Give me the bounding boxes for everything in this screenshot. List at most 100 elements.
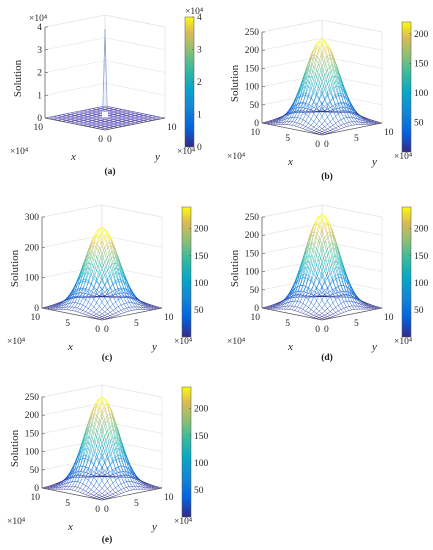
panel-caption: (e) <box>102 534 113 545</box>
x-axis <box>41 487 103 501</box>
x-tick-label: 0 <box>315 325 320 335</box>
x-multiplier: ×10⁴ <box>227 337 246 347</box>
z-multiplier: ×10⁴ <box>29 14 48 24</box>
colorbar-tick-label: 50 <box>194 486 204 496</box>
y-axis <box>101 487 163 501</box>
z-axis-label: Solution <box>12 59 24 97</box>
colorbar-tick-label: 100 <box>194 459 209 469</box>
colorbar-tick-label: 200 <box>414 225 429 235</box>
x-axis <box>261 307 323 321</box>
y-multiplier: ×10⁴ <box>174 337 193 347</box>
z-tick-label: 4 <box>37 23 42 33</box>
z-axis-label: Solution <box>9 429 21 467</box>
colorbar <box>181 386 192 518</box>
y-axis-label: y <box>151 341 157 353</box>
x-tick-label: 10 <box>251 128 261 138</box>
y-tick-label: 5 <box>134 499 139 509</box>
z-tick-label: 150 <box>245 249 260 259</box>
z-tick-label: 1 <box>37 91 42 101</box>
x-tick-label: 5 <box>285 319 290 329</box>
colorbar-tick-label: 1 <box>197 111 202 121</box>
y-axis <box>321 307 383 321</box>
colorbar-tick-label: 150 <box>194 432 209 442</box>
z-tick-label: 100 <box>25 448 40 458</box>
z-tick-label: 0 <box>254 304 259 314</box>
y-axis-label: y <box>371 341 377 353</box>
colorbar-tick-label: 2 <box>197 78 202 88</box>
z-axis-label: Solution <box>229 64 241 102</box>
x-tick-label: 0 <box>95 325 100 335</box>
colorbar-tick-label: 200 <box>194 225 209 235</box>
x-multiplier: ×10⁴ <box>7 517 26 527</box>
z-tick-label: 0 <box>34 304 39 314</box>
z-tick-label: 250 <box>25 393 40 403</box>
z-tick-label: 200 <box>245 46 260 56</box>
x-tick-label: 5 <box>285 134 290 144</box>
surface-d <box>261 213 383 321</box>
y-multiplier: ×10⁴ <box>394 337 413 347</box>
z-tick-label: 50 <box>250 101 260 111</box>
colorbar-tick-label: 100 <box>194 279 209 289</box>
z-tick-label: 200 <box>25 411 40 421</box>
z-tick-label: 50 <box>30 466 40 476</box>
panel-caption: (c) <box>102 352 113 363</box>
y-axis <box>101 307 163 321</box>
y-tick-label: 5 <box>354 134 359 144</box>
panel-caption: (b) <box>321 171 333 182</box>
z-tick-label: 150 <box>25 429 40 439</box>
z-tick-label: 2 <box>37 69 42 79</box>
x-tick-label: 10 <box>31 493 41 503</box>
y-multiplier: ×10⁴ <box>394 152 413 162</box>
z-tick-label: 50 <box>250 286 260 296</box>
z-tick-label: 3 <box>37 46 42 56</box>
colorbar-tick-label: 4 <box>197 13 202 23</box>
z-tick-label: 0 <box>254 119 259 129</box>
y-tick-label: 10 <box>167 123 177 133</box>
x-axis-label: x <box>287 156 293 168</box>
z-tick-label: 250 <box>245 28 260 38</box>
y-tick-label: 0 <box>107 135 112 145</box>
x-tick-label: 5 <box>65 319 70 329</box>
y-axis <box>104 117 166 131</box>
panel-caption: (a) <box>104 166 115 177</box>
x-axis-label: x <box>287 341 293 353</box>
y-axis-label: y <box>154 151 160 163</box>
x-axis <box>44 117 106 131</box>
surface-b <box>261 39 383 136</box>
y-tick-label: 0 <box>104 325 109 335</box>
z-tick-label: 100 <box>25 274 40 284</box>
colorbar-tick-label: 50 <box>414 306 424 316</box>
x-tick-label: 0 <box>315 140 320 150</box>
x-tick-label: 10 <box>31 313 41 323</box>
colorbar <box>401 21 412 153</box>
surface-e <box>41 396 163 501</box>
x-multiplier: ×10⁴ <box>10 147 29 157</box>
grid-d <box>261 204 383 309</box>
y-tick-label: 10 <box>384 313 394 323</box>
y-tick-label: 10 <box>164 493 174 503</box>
colorbar-tick-label: 150 <box>194 252 209 262</box>
z-tick-label: 150 <box>245 64 260 74</box>
colorbar-tick-label: 100 <box>414 89 429 99</box>
colorbar-tick-label: 100 <box>414 279 429 289</box>
colorbar-tick-label: 200 <box>414 30 429 40</box>
z-tick-label: 0 <box>34 484 39 494</box>
z-tick-label: 100 <box>245 268 260 278</box>
y-tick-label: 10 <box>164 313 174 323</box>
x-axis-label: x <box>67 341 73 353</box>
x-tick-label: 0 <box>98 135 103 145</box>
x-tick-label: 10 <box>34 123 44 133</box>
colorbar <box>401 206 412 338</box>
y-multiplier: ×10⁴ <box>177 147 196 157</box>
z-tick-label: 200 <box>245 231 260 241</box>
x-tick-label: 0 <box>95 505 100 515</box>
grid-b <box>261 19 383 124</box>
z-tick-label: 200 <box>25 243 40 253</box>
y-axis-label: y <box>371 156 377 168</box>
x-axis <box>41 307 103 321</box>
x-axis <box>261 122 323 136</box>
